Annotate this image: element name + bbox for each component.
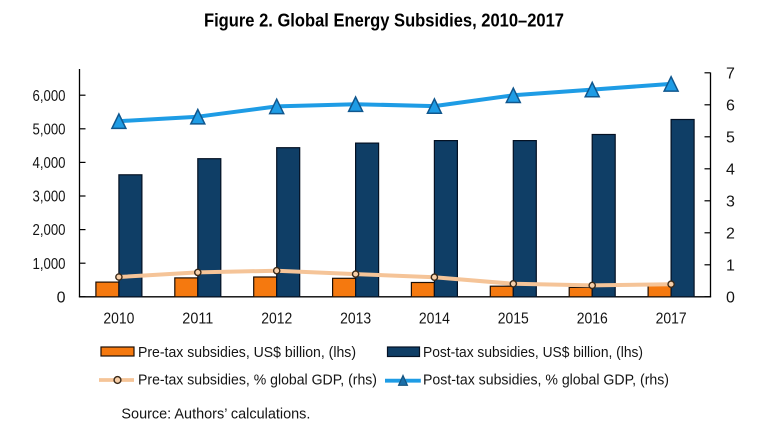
svg-text:Source: Authors’ calculations.: Source: Authors’ calculations.: [121, 406, 310, 423]
svg-text:2014: 2014: [419, 311, 450, 328]
svg-text:3: 3: [726, 193, 735, 210]
svg-text:5: 5: [726, 129, 735, 146]
svg-text:4,000: 4,000: [33, 155, 66, 172]
svg-text:2017: 2017: [656, 311, 687, 328]
svg-text:2016: 2016: [577, 311, 608, 328]
svg-text:7: 7: [726, 65, 735, 82]
svg-text:2012: 2012: [261, 311, 292, 328]
svg-text:2: 2: [726, 225, 735, 242]
svg-text:1,000: 1,000: [33, 256, 66, 273]
svg-text:Post-tax subsidies, % global G: Post-tax subsidies, % global GDP, (rhs): [423, 372, 669, 389]
svg-text:6: 6: [726, 97, 735, 114]
svg-text:0: 0: [57, 289, 66, 306]
svg-text:3,000: 3,000: [33, 189, 66, 206]
svg-text:Post-tax subsidies, US$ billio: Post-tax subsidies, US$ billion, (lhs): [423, 344, 643, 361]
svg-text:5,000: 5,000: [33, 121, 66, 138]
svg-text:1: 1: [726, 257, 735, 274]
svg-text:Figure 2. Global Energy Subsid: Figure 2. Global Energy Subsidies, 2010–…: [204, 10, 564, 30]
svg-text:4: 4: [726, 161, 735, 178]
svg-text:2010: 2010: [103, 311, 134, 328]
svg-text:0: 0: [726, 289, 735, 306]
svg-text:Pre-tax subsidies, % global GD: Pre-tax subsidies, % global GDP, (rhs): [138, 372, 377, 389]
svg-text:6,000: 6,000: [33, 88, 66, 105]
svg-text:2,000: 2,000: [33, 222, 66, 239]
svg-text:Pre-tax subsidies, US$ billion: Pre-tax subsidies, US$ billion, (lhs): [138, 344, 356, 361]
svg-text:2011: 2011: [182, 311, 213, 328]
svg-text:2013: 2013: [340, 311, 371, 328]
svg-text:2015: 2015: [498, 311, 529, 328]
